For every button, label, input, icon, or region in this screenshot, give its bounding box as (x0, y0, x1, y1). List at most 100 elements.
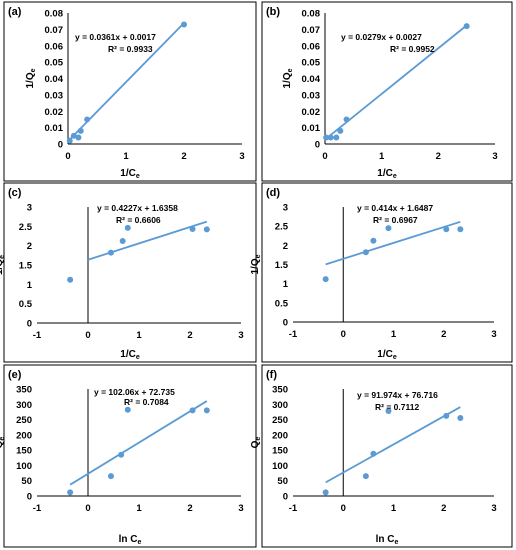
data-point (443, 226, 450, 233)
data-point (107, 473, 114, 480)
y-tick-label: 0 (27, 319, 32, 330)
panel-label: (e) (8, 369, 22, 381)
y-tick-label: 250 (16, 415, 32, 426)
x-tick-label: 0 (341, 503, 346, 514)
r-squared-label: R² = 0.6606 (116, 215, 161, 225)
y-tick-label: 0.02 (302, 107, 321, 118)
y-tick-label: 1.5 (275, 260, 289, 271)
x-tick-label: 1 (136, 330, 142, 341)
y-axis-title: 1/Qe (25, 68, 37, 88)
y-tick-label: 0 (315, 140, 320, 151)
y-tick-label: 3 (283, 203, 288, 214)
data-point (333, 134, 340, 141)
panel-frame (261, 1, 513, 182)
data-point (327, 134, 334, 141)
x-tick-label: 0 (341, 329, 346, 340)
trendline (325, 220, 461, 266)
x-tick-label: 3 (491, 503, 496, 514)
y-tick-label: 0.08 (302, 9, 321, 20)
y-tick-label: 0.5 (275, 298, 289, 309)
y-axis-title: 1/Qe (282, 68, 294, 88)
x-tick-label: -1 (33, 330, 42, 341)
data-point (385, 408, 392, 415)
chart-panel-4: (d)-1 0 1 2 300.511.522.531/Ce1/Qey = 0.414x… (250, 182, 513, 363)
y-tick-label: 0.03 (45, 90, 64, 101)
y-tick-label: 0.05 (302, 58, 321, 69)
trendline-equation: y = 0.414x + 1.6487 (357, 203, 433, 213)
y-tick-label: 0.04 (302, 74, 321, 85)
x-tick-label: 0 (65, 151, 70, 162)
trendline-equation: y = 0.4227x + 1.6358 (97, 203, 178, 213)
panel-label: (c) (8, 187, 22, 199)
data-point (70, 132, 77, 139)
y-tick-label: 350 (16, 385, 32, 396)
y-axis-title: 1/Qe (0, 255, 6, 275)
y-tick-label: 1 (283, 279, 289, 290)
x-axis-title: 1/Ce (120, 349, 140, 361)
data-point (457, 226, 464, 233)
data-point (77, 127, 84, 134)
data-point (203, 226, 210, 233)
y-tick-label: 100 (16, 461, 32, 472)
y-tick-label: 200 (272, 430, 288, 441)
trendline (325, 406, 461, 484)
y-tick-label: 0.07 (302, 25, 321, 36)
chart-panel-2: (b) 0 1 2 3 0 0.01 0.02 0.03 0.04 0.05 0.06 0.07 0.08… (261, 1, 513, 182)
panel-frame (3, 364, 257, 548)
y-tick-label: 250 (272, 415, 288, 426)
data-point (362, 473, 369, 480)
y-axis-title: 1/Qe (250, 254, 262, 274)
x-tick-label: 0 (322, 151, 327, 162)
y-tick-label: 3 (27, 203, 32, 214)
x-tick-label: 0 (85, 503, 90, 514)
data-point (189, 407, 196, 414)
x-axis-title: 1/Ce (377, 349, 397, 361)
data-point (385, 225, 392, 232)
panel-label: (b) (266, 6, 280, 18)
y-tick-label: 1 (27, 280, 33, 291)
data-point (75, 134, 82, 141)
panel-label: (f) (266, 369, 277, 381)
panel-label: (a) (8, 6, 22, 18)
y-axis-title: Qe (250, 437, 262, 449)
data-point (67, 489, 74, 496)
y-tick-label: 2 (27, 241, 32, 252)
x-tick-label: 3 (492, 151, 497, 162)
x-tick-label: 3 (491, 329, 496, 340)
y-tick-label: 350 (272, 385, 288, 396)
data-point (343, 116, 350, 123)
r-squared-label: R² = 0.9933 (108, 44, 153, 54)
y-tick-label: 2.5 (19, 222, 33, 233)
y-tick-label: 0.5 (19, 299, 33, 310)
data-point (181, 21, 187, 28)
data-point (323, 134, 330, 141)
y-tick-label: 2.5 (275, 222, 289, 233)
y-tick-label: 0.02 (45, 107, 64, 118)
x-tick-label: 3 (238, 503, 243, 514)
panel-label: (d) (266, 187, 280, 199)
y-tick-label: 0 (283, 492, 288, 503)
data-point (370, 237, 377, 244)
data-point (124, 224, 131, 231)
y-tick-label: 50 (21, 476, 32, 487)
x-tick-label: 3 (238, 330, 243, 341)
x-tick-label: 2 (441, 503, 446, 514)
x-tick-label: 2 (187, 330, 192, 341)
y-tick-label: 0.03 (302, 90, 321, 101)
y-tick-label: 0.01 (45, 123, 64, 134)
x-tick-label: 3 (239, 151, 244, 162)
y-tick-label: 0.08 (45, 9, 64, 20)
x-tick-label: -1 (33, 503, 42, 514)
y-tick-label: 0.04 (45, 74, 64, 85)
y-tick-label: 50 (277, 476, 288, 487)
y-tick-label: 0 (27, 492, 32, 503)
x-tick-label: 1 (391, 329, 397, 340)
x-axis-title: ln Ce (376, 534, 399, 546)
trendline-equation: y = 102.06x + 72.735 (94, 387, 175, 397)
data-point (322, 489, 329, 496)
x-tick-label: 2 (436, 151, 441, 162)
data-point (67, 276, 74, 283)
